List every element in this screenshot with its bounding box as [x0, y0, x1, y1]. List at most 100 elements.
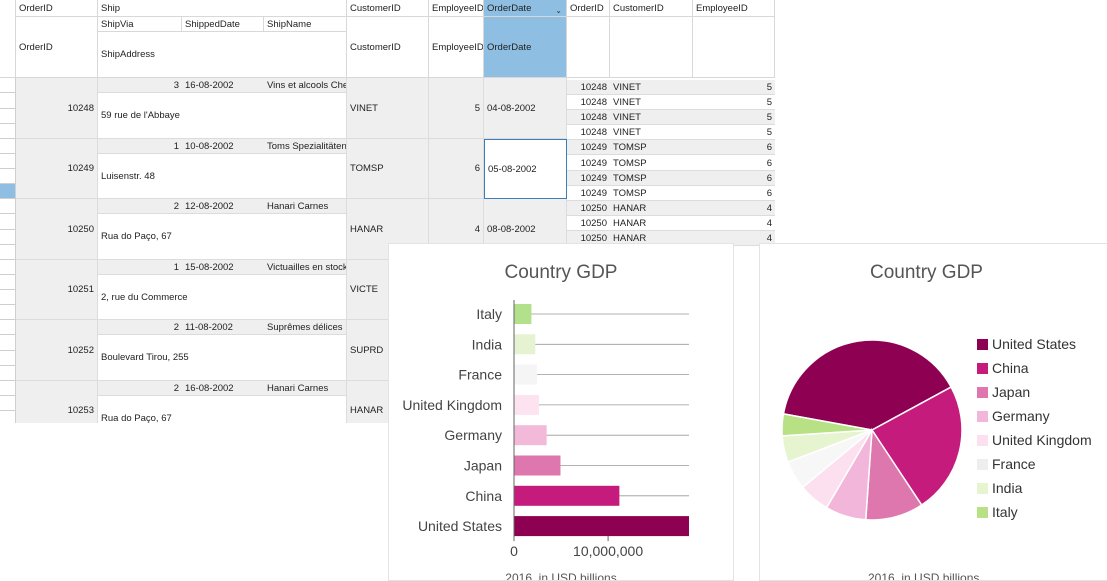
- detail-cell-order-id[interactable]: 10250: [567, 216, 610, 231]
- cell-order-id[interactable]: 10248: [16, 78, 98, 139]
- cell-ship-name[interactable]: Suprêmes délices: [264, 320, 347, 335]
- cell-shipped-date[interactable]: 11-08-2002: [182, 320, 264, 335]
- header-customer-id-band[interactable]: CustomerID: [347, 17, 429, 78]
- detail-cell-customer-id[interactable]: VINET: [610, 125, 693, 140]
- row-header[interactable]: [0, 93, 16, 109]
- cell-order-date[interactable]: 05-08-2002: [484, 139, 567, 199]
- detail-cell-employee-id[interactable]: 6: [693, 186, 775, 201]
- cell-order-date[interactable]: 04-08-2002: [484, 78, 567, 139]
- cell-ship-address[interactable]: Rua do Paço, 67: [98, 214, 347, 260]
- detail-cell-order-id[interactable]: 10250: [567, 201, 610, 216]
- cell-ship-name[interactable]: Toms Spezialitäten: [264, 139, 347, 154]
- cell-customer-id[interactable]: TOMSP: [347, 139, 429, 199]
- header-order-id[interactable]: OrderID: [16, 0, 98, 17]
- detail-cell-customer-id[interactable]: VINET: [610, 80, 693, 95]
- header-detail-order-id[interactable]: OrderID: [567, 0, 610, 17]
- detail-cell-employee-id[interactable]: 6: [693, 171, 775, 186]
- detail-cell-employee-id[interactable]: 5: [693, 125, 775, 140]
- detail-cell-employee-id[interactable]: 6: [693, 156, 775, 171]
- detail-cell-customer-id[interactable]: TOMSP: [610, 171, 693, 186]
- header-order-date[interactable]: OrderDate ⌄: [484, 0, 567, 17]
- header-customer-id[interactable]: CustomerID: [347, 0, 429, 17]
- cell-ship-name[interactable]: Hanari Carnes: [264, 199, 347, 214]
- row-header[interactable]: [0, 139, 16, 154]
- row-header[interactable]: [0, 305, 16, 320]
- row-header[interactable]: [0, 199, 16, 215]
- row-header[interactable]: [0, 365, 16, 381]
- detail-cell-order-id[interactable]: 10249: [567, 140, 610, 155]
- header-employee-id-band[interactable]: EmployeeID: [429, 17, 484, 78]
- row-header[interactable]: [0, 229, 16, 245]
- detail-cell-employee-id[interactable]: 5: [693, 80, 775, 95]
- cell-shipped-date[interactable]: 16-08-2002: [182, 381, 264, 396]
- cell-ship-address[interactable]: Boulevard Tirou, 255: [98, 335, 347, 381]
- cell-ship-via[interactable]: 1: [98, 139, 182, 154]
- header-order-id-band[interactable]: OrderID: [16, 17, 98, 78]
- row-header[interactable]: [0, 260, 16, 275]
- row-header[interactable]: [0, 214, 16, 230]
- detail-cell-employee-id[interactable]: 5: [693, 110, 775, 125]
- header-order-date-band[interactable]: OrderDate: [484, 17, 567, 78]
- cell-ship-via[interactable]: 2: [98, 199, 182, 214]
- detail-cell-order-id[interactable]: 10249: [567, 171, 610, 186]
- header-detail-employee-id[interactable]: EmployeeID: [693, 0, 775, 17]
- row-header[interactable]: [0, 78, 16, 94]
- row-header[interactable]: [0, 244, 16, 260]
- cell-ship-via[interactable]: 1: [98, 260, 182, 275]
- detail-cell-customer-id[interactable]: TOMSP: [610, 186, 693, 201]
- header-shipped-date[interactable]: ShippedDate: [182, 17, 264, 32]
- cell-ship-address[interactable]: Luisenstr. 48: [98, 154, 347, 199]
- detail-cell-order-id[interactable]: 10248: [567, 110, 610, 125]
- detail-cell-employee-id[interactable]: 6: [693, 140, 775, 155]
- detail-cell-customer-id[interactable]: VINET: [610, 95, 693, 110]
- chevron-down-icon[interactable]: ⌄: [555, 6, 562, 15]
- header-ship-address[interactable]: ShipAddress: [98, 32, 347, 78]
- row-header[interactable]: [0, 169, 16, 184]
- row-header[interactable]: [0, 320, 16, 336]
- cell-order-id[interactable]: 10253: [16, 381, 98, 423]
- cell-employee-id[interactable]: 5: [429, 78, 484, 139]
- detail-cell-order-id[interactable]: 10248: [567, 80, 610, 95]
- cell-ship-via[interactable]: 2: [98, 381, 182, 396]
- detail-cell-customer-id[interactable]: TOMSP: [610, 140, 693, 155]
- cell-ship-via[interactable]: 2: [98, 320, 182, 335]
- grid-corner[interactable]: [0, 0, 16, 78]
- header-ship[interactable]: Ship: [98, 0, 347, 17]
- cell-order-id[interactable]: 10250: [16, 199, 98, 260]
- row-header[interactable]: [0, 123, 16, 139]
- cell-ship-name[interactable]: Vins et alcools Chev: [264, 78, 347, 93]
- header-employee-id[interactable]: EmployeeID: [429, 0, 484, 17]
- cell-order-id[interactable]: 10251: [16, 260, 98, 320]
- cell-shipped-date[interactable]: 12-08-2002: [182, 199, 264, 214]
- header-ship-via[interactable]: ShipVia: [98, 17, 182, 32]
- cell-shipped-date[interactable]: 10-08-2002: [182, 139, 264, 154]
- cell-ship-via[interactable]: 3: [98, 78, 182, 93]
- detail-cell-customer-id[interactable]: HANAR: [610, 201, 693, 216]
- row-header[interactable]: [0, 411, 16, 423]
- detail-cell-employee-id[interactable]: 4: [693, 216, 775, 231]
- detail-cell-employee-id[interactable]: 4: [693, 201, 775, 216]
- cell-shipped-date[interactable]: 15-08-2002: [182, 260, 264, 275]
- row-header[interactable]: [0, 275, 16, 290]
- cell-ship-name[interactable]: Hanari Carnes: [264, 381, 347, 396]
- detail-cell-employee-id[interactable]: 4: [693, 231, 775, 246]
- detail-cell-order-id[interactable]: 10248: [567, 125, 610, 140]
- cell-ship-address[interactable]: Rua do Paço, 67: [98, 396, 347, 423]
- row-header[interactable]: [0, 381, 16, 396]
- detail-cell-customer-id[interactable]: TOMSP: [610, 156, 693, 171]
- header-ship-name[interactable]: ShipName: [264, 17, 347, 32]
- cell-ship-address[interactable]: 2, rue du Commerce: [98, 275, 347, 320]
- row-header[interactable]: [0, 184, 16, 199]
- detail-cell-customer-id[interactable]: VINET: [610, 110, 693, 125]
- row-header[interactable]: [0, 335, 16, 351]
- cell-customer-id[interactable]: VINET: [347, 78, 429, 139]
- row-header[interactable]: [0, 108, 16, 124]
- cell-shipped-date[interactable]: 16-08-2002: [182, 78, 264, 93]
- row-header[interactable]: [0, 290, 16, 305]
- cell-employee-id[interactable]: 6: [429, 139, 484, 199]
- cell-ship-address[interactable]: 59 rue de l'Abbaye: [98, 93, 347, 139]
- detail-cell-order-id[interactable]: 10249: [567, 186, 610, 201]
- header-detail-customer-id[interactable]: CustomerID: [610, 0, 693, 17]
- cell-order-id[interactable]: 10252: [16, 320, 98, 381]
- cell-ship-name[interactable]: Victuailles en stock: [264, 260, 347, 275]
